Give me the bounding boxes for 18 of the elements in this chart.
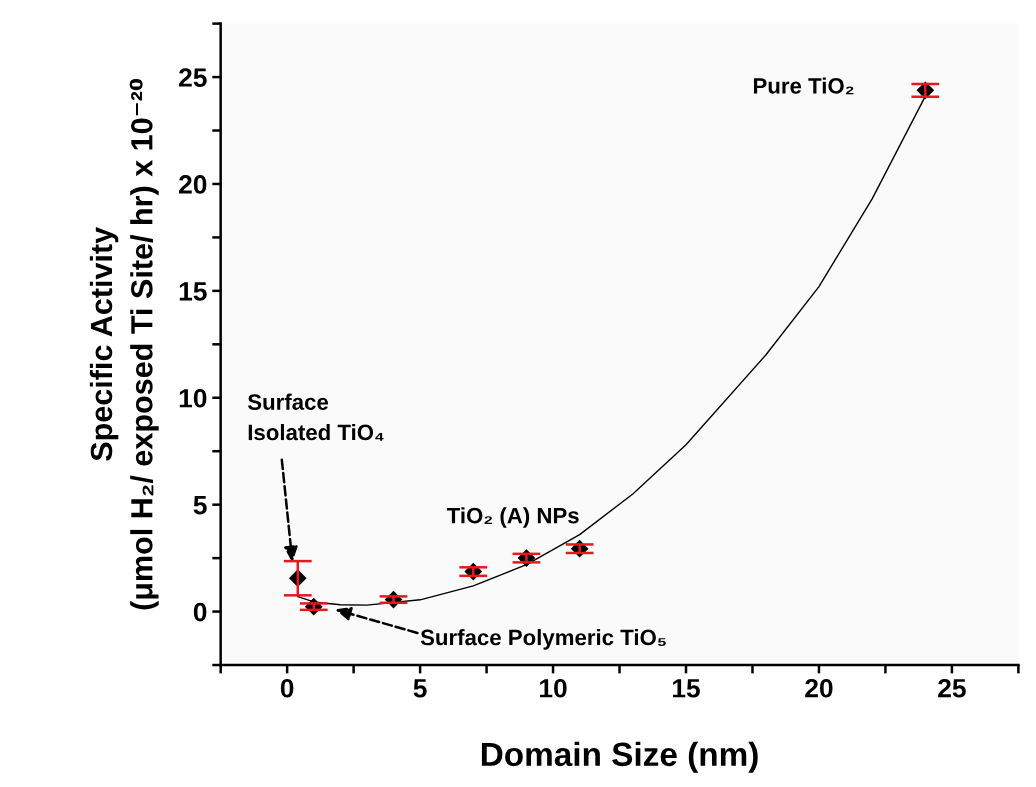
y-tick-label: 0 bbox=[193, 602, 207, 622]
y-tick-label: 15 bbox=[179, 282, 207, 301]
x-tick-label: 15 bbox=[672, 679, 700, 698]
x-tick-label: 20 bbox=[805, 678, 833, 698]
x-tick-label: 5 bbox=[413, 679, 427, 698]
y-tick-label: 5 bbox=[193, 496, 207, 515]
x-tick-label: 0 bbox=[280, 678, 294, 698]
annotation: Pure TiO₂ bbox=[753, 77, 854, 95]
y-tick-label: 20 bbox=[179, 175, 207, 194]
x-axis-title: Domain Size (nm) bbox=[481, 741, 758, 773]
annotation: TiO₂ (A) NPs bbox=[446, 507, 579, 528]
x-tick-label: 25 bbox=[938, 678, 966, 698]
x-tick-label: 10 bbox=[540, 678, 567, 698]
y-tick-label: 25 bbox=[179, 68, 207, 87]
y-tick-label: 10 bbox=[179, 388, 207, 408]
annotation: Surface Polymeric TiO₅ bbox=[420, 629, 666, 650]
annotation: Surface Isolated TiO₄ bbox=[247, 393, 384, 441]
y-axis-title: Specific Activity (μmol H₂/ exposed Ti Site/ hr) x 10⁻²⁰ bbox=[89, 78, 159, 610]
